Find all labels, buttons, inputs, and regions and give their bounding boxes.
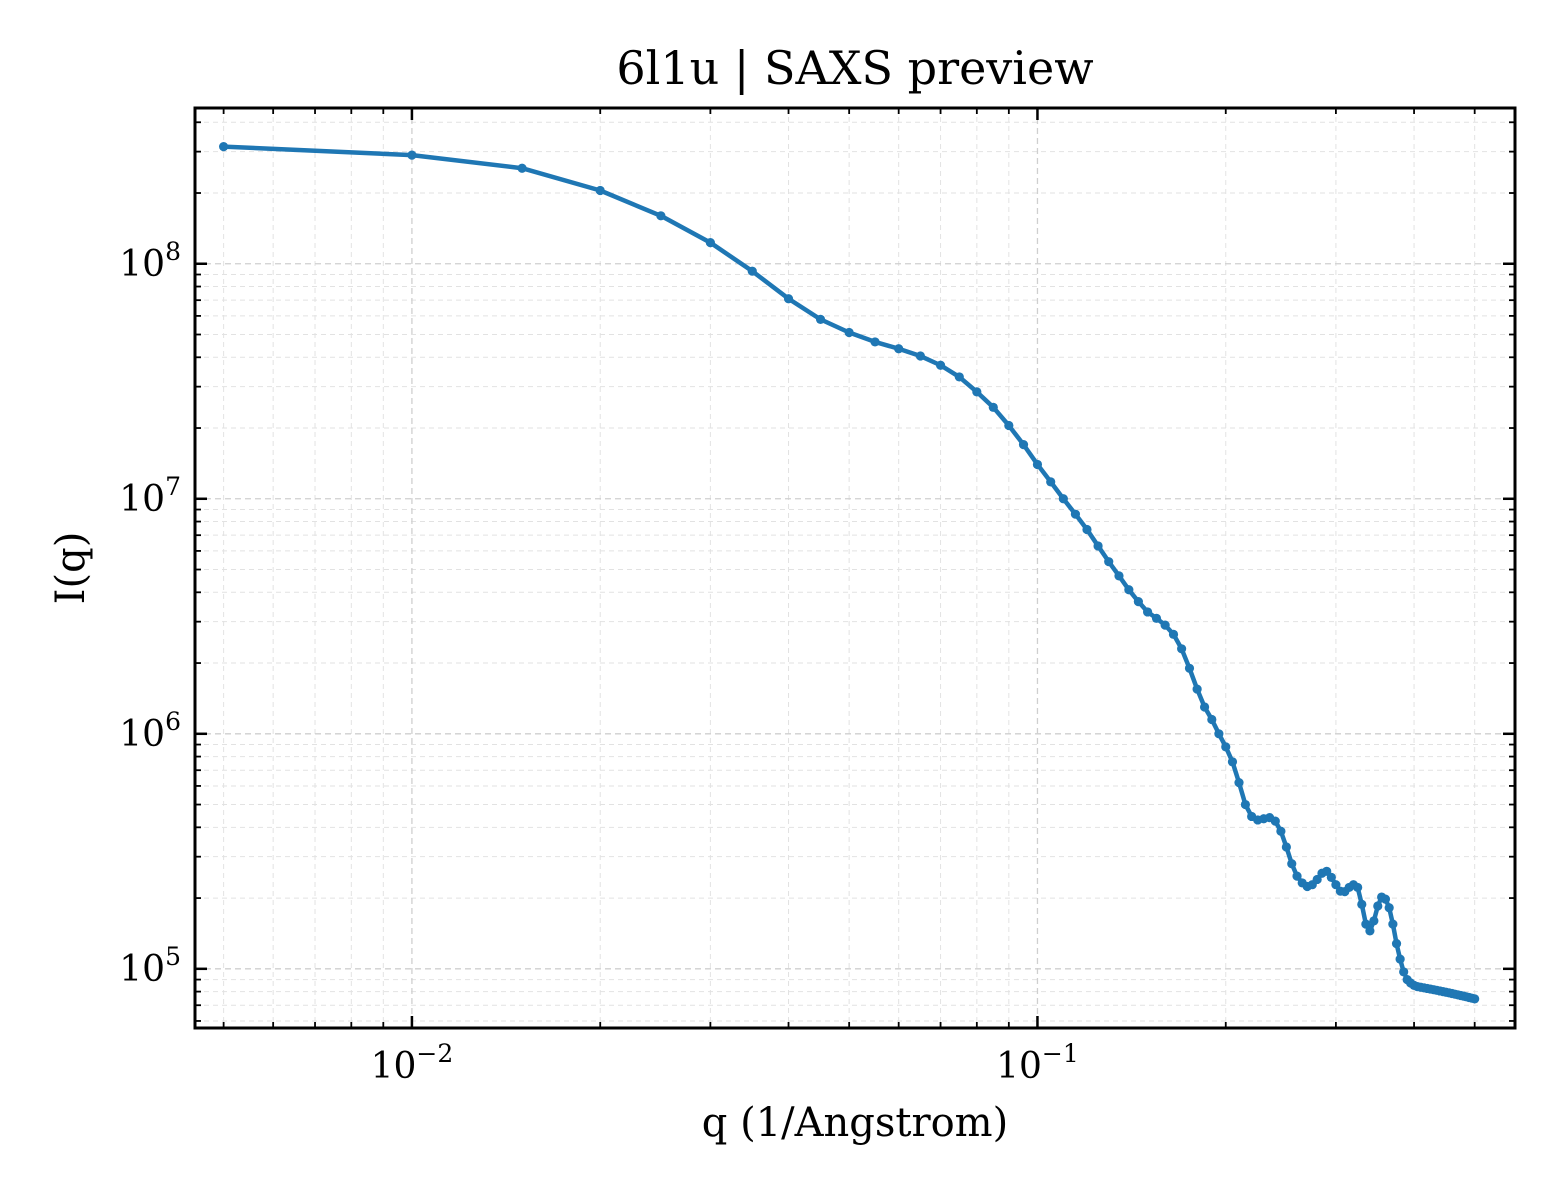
- data-point: [1365, 926, 1375, 936]
- data-point: [815, 314, 826, 324]
- data-point: [1151, 613, 1162, 623]
- data-point: [972, 387, 982, 397]
- data-point: [1399, 967, 1409, 977]
- data-point: [1070, 509, 1081, 519]
- data-point: [988, 402, 998, 412]
- data-point: [407, 150, 417, 160]
- data-point: [1168, 629, 1179, 639]
- data-point: [1369, 916, 1379, 926]
- data-point: [1018, 440, 1029, 450]
- data-point: [1143, 607, 1153, 617]
- data-point: [844, 327, 854, 338]
- data-point: [1292, 871, 1302, 881]
- y-tick-label: 106: [119, 707, 181, 755]
- data-point: [935, 360, 946, 370]
- data-point: [1177, 644, 1187, 654]
- data-point: [1046, 477, 1056, 487]
- data-point: [1104, 557, 1114, 567]
- axis-ticks: [195, 108, 1515, 1028]
- data-point: [1361, 919, 1371, 929]
- data-point: [1082, 524, 1092, 535]
- data-point: [1058, 494, 1068, 504]
- y-tick-label: 107: [119, 472, 181, 520]
- tick-labels: 10−2 10−1 105 106 107 108: [119, 237, 1079, 1087]
- data-point: [1240, 799, 1250, 810]
- data-point: [517, 163, 527, 173]
- y-axis-label: I(q): [48, 532, 94, 605]
- data-point: [1133, 597, 1143, 607]
- x-axis-label: q (1/Angstrom): [702, 1100, 1008, 1146]
- data-point: [1192, 684, 1202, 694]
- y-tick-label: 105: [119, 942, 181, 990]
- x-tick-label: 10−2: [371, 1039, 454, 1087]
- data-point: [1270, 816, 1280, 826]
- data-point: [1207, 714, 1217, 725]
- data-point: [747, 266, 757, 276]
- data-point: [595, 185, 605, 196]
- data-point: [1380, 894, 1391, 904]
- data-point: [1395, 954, 1405, 964]
- data-point: [915, 351, 926, 361]
- data-point: [1227, 757, 1238, 767]
- x-tick-label: 10−1: [996, 1039, 1079, 1087]
- data-point: [1214, 729, 1224, 739]
- y-tick-label: 108: [119, 237, 181, 285]
- data-point: [1276, 826, 1286, 836]
- data-point: [870, 337, 880, 347]
- data-point: [783, 294, 794, 304]
- minor-gridlines: [195, 108, 1515, 1028]
- data-point: [1093, 541, 1103, 551]
- data-point: [1124, 585, 1134, 595]
- major-gridlines: [195, 108, 1515, 1028]
- data-point: [1221, 742, 1231, 752]
- data-point: [1388, 919, 1398, 929]
- data-point: [705, 238, 715, 248]
- data-point: [1160, 620, 1170, 630]
- data-point: [1391, 939, 1402, 949]
- data-point: [1004, 420, 1014, 431]
- chart-title: 6l1u | SAXS preview: [616, 41, 1093, 95]
- data-point: [1357, 899, 1367, 909]
- data-point: [1287, 859, 1297, 869]
- data-point: [1114, 571, 1124, 581]
- data-point: [219, 142, 229, 152]
- series-layer: [219, 142, 1480, 1004]
- data-point: [1312, 874, 1322, 885]
- data-point: [1470, 994, 1480, 1004]
- data-point: [1326, 872, 1336, 882]
- data-point: [1199, 702, 1210, 712]
- data-point: [954, 372, 964, 382]
- data-point: [1384, 903, 1394, 913]
- data-point: [1353, 882, 1363, 893]
- data-point: [1184, 663, 1195, 673]
- data-point: [1234, 777, 1244, 788]
- data-point: [1281, 842, 1291, 852]
- data-point: [1373, 901, 1383, 911]
- data-point: [1331, 880, 1341, 890]
- data-point: [656, 211, 666, 221]
- plot-frame: [193, 106, 1517, 1030]
- data-point: [894, 344, 904, 354]
- data-point: [1032, 459, 1043, 470]
